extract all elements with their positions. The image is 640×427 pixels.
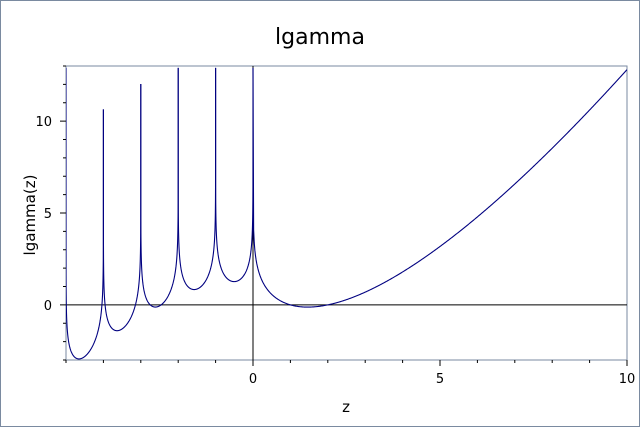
lgamma-branch bbox=[252, 67, 627, 308]
plot-border bbox=[65, 65, 628, 361]
y-tick-label: 5 bbox=[44, 207, 52, 222]
lgamma-branch bbox=[102, 83, 142, 332]
y-tick-label: 0 bbox=[44, 299, 52, 314]
lgamma-branch bbox=[177, 67, 217, 291]
y-axis-label: lgamma(z) bbox=[21, 175, 39, 256]
plot-area bbox=[65, 65, 628, 361]
y-tick-label: 10 bbox=[35, 115, 52, 130]
lgamma-branch bbox=[66, 67, 104, 360]
lgamma-curve bbox=[66, 67, 627, 360]
axis-ticks bbox=[60, 65, 628, 366]
x-tick-label: 10 bbox=[619, 372, 636, 387]
x-axis-label: z bbox=[342, 398, 350, 416]
tick-labels: 0 5 10 0 5 10 bbox=[35, 115, 635, 387]
x-tick-label: 0 bbox=[249, 372, 257, 387]
lgamma-branch bbox=[215, 67, 254, 283]
x-tick-label: 5 bbox=[436, 372, 444, 387]
lgamma-branch bbox=[140, 67, 179, 308]
chart-title: lgamma bbox=[275, 25, 365, 50]
